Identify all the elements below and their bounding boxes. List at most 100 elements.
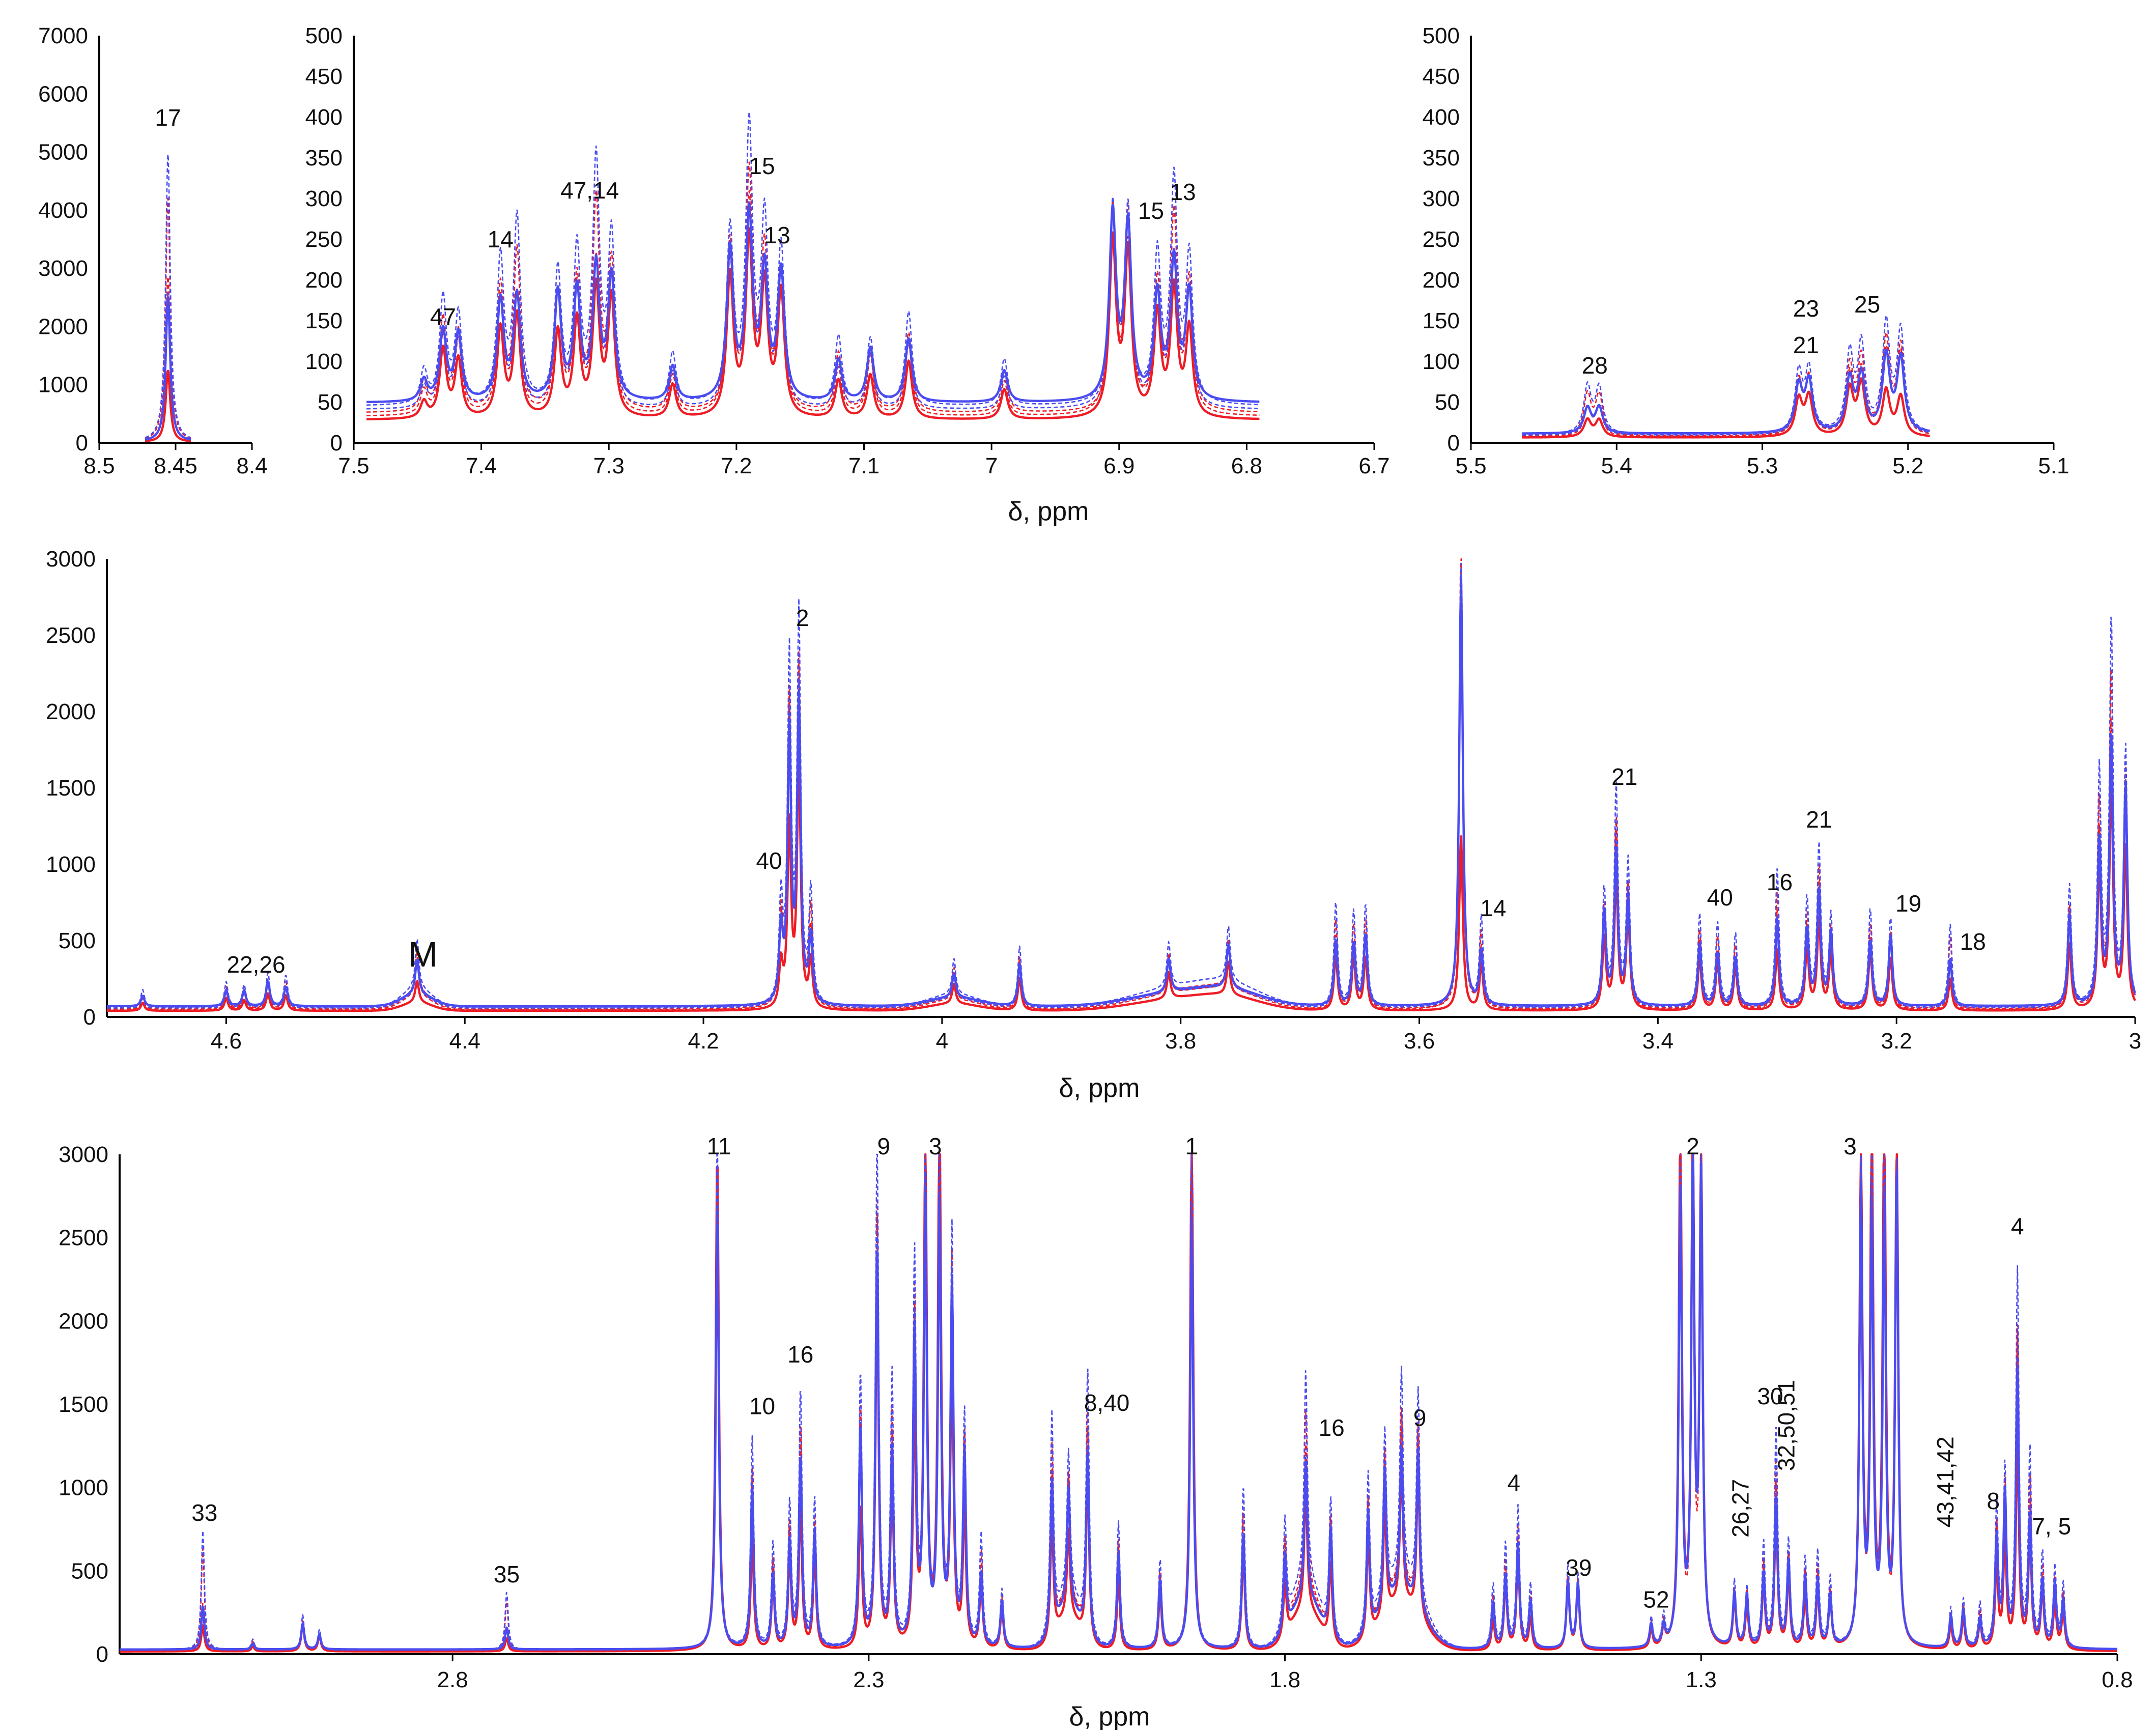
y-tick-label: 500 xyxy=(305,23,343,48)
peak-label: 1 xyxy=(1185,1133,1199,1159)
peak-label: 43,41,42 xyxy=(1932,1436,1959,1527)
panel-mid-region: 0 500 1000 1500 2000 2500 3000 4.6 4.4 4.2 4 3.8 3.6… xyxy=(46,547,2141,1054)
y-tick-label: 4000 xyxy=(38,198,88,223)
x-tick-label: 5.2 xyxy=(1892,453,1923,478)
y-tick-label: 400 xyxy=(305,105,343,130)
y-tick-label: 400 xyxy=(1423,105,1460,130)
peak-label: 15 xyxy=(749,153,775,179)
peak-label: 18 xyxy=(1960,928,1986,955)
y-tick-label: 3000 xyxy=(38,256,88,281)
panel-aliphatic-region: 0 500 1000 1500 2000 2500 3000 2.8 2.3 1.8 1.3 0.8 3… xyxy=(59,1133,2133,1692)
red-spectrum-line xyxy=(144,370,192,442)
blue-spectrum-line xyxy=(144,296,192,441)
peak-label: 23 xyxy=(1793,295,1819,322)
x-tick-label: 4.2 xyxy=(688,1029,719,1054)
y-tick-label: 50 xyxy=(1435,390,1460,415)
peak-label: 32,50,51 xyxy=(1773,1380,1799,1471)
x-tick-label: 3.4 xyxy=(1642,1029,1673,1054)
peak-label: 26,27 xyxy=(1727,1479,1754,1538)
y-tick-label: 7000 xyxy=(38,23,88,48)
x-tick-label: 7.2 xyxy=(721,453,752,478)
peak-label: 21 xyxy=(1611,763,1637,790)
x-tick-label: 7 xyxy=(985,453,998,478)
peak-label: 4 xyxy=(1508,1469,1521,1496)
y-tick-label: 2000 xyxy=(59,1309,108,1334)
peak-label: 3 xyxy=(1843,1133,1857,1159)
peak-label: 22,26 xyxy=(226,951,285,978)
x-tick-label: 6.9 xyxy=(1103,453,1134,478)
x-tick-label: 1.8 xyxy=(1269,1667,1300,1692)
x-tick-label: 3.8 xyxy=(1165,1029,1196,1054)
red-spectrum-line xyxy=(1521,331,1930,437)
y-tick-label: 6000 xyxy=(38,81,88,106)
x-tick-label: 7.5 xyxy=(338,453,369,478)
panel-olefinic-region: 0 50 100 150 200 250 300 350 400 450 500 5.5 5.4 5.3 5… xyxy=(1423,23,2069,478)
x-tick-label: 4 xyxy=(936,1029,948,1054)
blue-spectrum-line xyxy=(119,1158,2118,1651)
peak-label: 17 xyxy=(155,104,181,131)
red-spectrum-line xyxy=(106,752,2137,1012)
peak-label: 2 xyxy=(1686,1133,1699,1159)
x-tick-label: 1.3 xyxy=(1686,1667,1717,1692)
x-tick-label: 3 xyxy=(2129,1029,2141,1054)
peak-label: 21 xyxy=(1806,806,1832,833)
x-tick-label: 5.1 xyxy=(2038,453,2069,478)
peak-label: 40 xyxy=(756,847,782,874)
x-axis-label-bottom: δ, ppm xyxy=(1069,1702,1150,1730)
peak-label: 8 xyxy=(1987,1488,2000,1514)
y-tick-label: 2000 xyxy=(38,314,88,339)
peak-label: 39 xyxy=(1566,1554,1592,1581)
x-tick-label: 7.3 xyxy=(593,453,625,478)
x-tick-label: 5.3 xyxy=(1747,453,1778,478)
x-tick-label: 7.1 xyxy=(848,453,880,478)
peak-label: 2 xyxy=(796,605,809,631)
red-spectrum-line xyxy=(145,197,191,439)
y-tick-label: 200 xyxy=(305,268,343,293)
y-tick-label: 3000 xyxy=(46,547,96,572)
y-tick-label: 3000 xyxy=(59,1142,108,1167)
x-tick-label: 2.8 xyxy=(437,1667,468,1692)
peak-label: M xyxy=(408,934,438,974)
x-tick-label: 8.45 xyxy=(154,453,197,478)
y-tick-label: 2500 xyxy=(46,623,96,648)
y-tick-label: 250 xyxy=(1423,227,1460,252)
peak-label: 40 xyxy=(1707,884,1733,911)
blue-spectrum-line xyxy=(1521,348,1931,435)
peak-label: 21 xyxy=(1793,332,1819,358)
x-tick-label: 4.6 xyxy=(211,1029,242,1054)
peak-label: 11 xyxy=(707,1133,731,1159)
y-tick-label: 1000 xyxy=(46,852,96,877)
x-tick-label: 2.3 xyxy=(853,1667,884,1692)
x-tick-label: 6.8 xyxy=(1231,453,1262,478)
blue-spectrum-line xyxy=(145,154,191,439)
red-spectrum-line xyxy=(1521,377,1931,439)
x-tick-label: 8.4 xyxy=(236,453,267,478)
peak-label: 9 xyxy=(877,1133,891,1159)
peak-label: 10 xyxy=(749,1393,775,1420)
peak-label: 35 xyxy=(494,1561,520,1587)
y-tick-label: 100 xyxy=(1423,349,1460,374)
x-axis-label-middle: δ, ppm xyxy=(1059,1073,1140,1103)
y-tick-label: 300 xyxy=(305,186,343,211)
x-tick-label: 3.2 xyxy=(1881,1029,1912,1054)
y-tick-label: 1500 xyxy=(59,1392,108,1417)
y-tick-label: 150 xyxy=(305,308,343,333)
panel-8-4-ppm: 0 1000 2000 3000 4000 5000 6000 7000 8.5 8.45 8.4 1… xyxy=(38,23,267,478)
y-tick-label: 1000 xyxy=(38,373,88,398)
y-tick-label: 0 xyxy=(76,431,88,456)
x-tick-label: 6.7 xyxy=(1358,453,1389,478)
y-tick-label: 50 xyxy=(318,390,343,415)
peak-label: 52 xyxy=(1643,1586,1669,1612)
blue-spectrum-line xyxy=(366,202,1260,404)
x-tick-label: 5.4 xyxy=(1601,453,1632,478)
y-tick-label: 250 xyxy=(305,227,343,252)
peak-label: 19 xyxy=(1895,890,1921,917)
x-tick-label: 4.4 xyxy=(449,1029,480,1054)
x-axis-label-top: δ, ppm xyxy=(1008,497,1089,526)
y-tick-label: 1000 xyxy=(59,1476,108,1500)
peak-label: 4 xyxy=(2011,1213,2024,1239)
peak-label: 16 xyxy=(787,1341,813,1368)
y-tick-label: 450 xyxy=(305,64,343,89)
peak-label: 16 xyxy=(1767,869,1793,895)
